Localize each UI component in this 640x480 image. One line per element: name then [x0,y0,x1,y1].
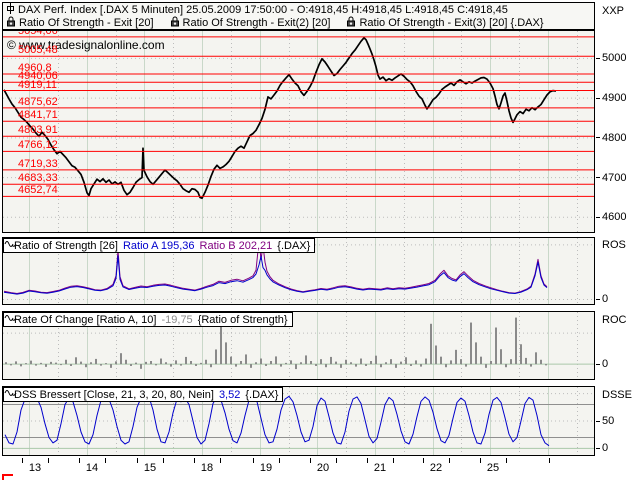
x-axis-tick [279,458,280,463]
chart-header: DAX Perf. Index [.DAX 5 Minuten] 25.05.2… [2,2,595,30]
strategy-item[interactable]: Ratio Of Strength - Exit [20] [6,16,154,29]
price-level-label: 4960,8 [18,61,52,74]
roc-value: -19,75 [161,313,193,326]
strategy-lock-icon [170,16,180,29]
y-axis-label: 0 [596,358,608,370]
ros-legend-name: Ratio of Strength [26] [14,239,118,252]
price-chart-panel: © www.tradesignalonline.com 5054,06 5005,… [2,30,595,233]
roc-legend-name: Rate Of Change [Ratio A, 10] [14,313,157,326]
strategies-row: Ratio Of Strength - Exit [20] Ratio Of S… [3,16,594,29]
strategy-item[interactable]: Ratio Of Strength - Exit(2) [20] [170,16,331,29]
ros-chart-canvas[interactable] [3,238,594,304]
x-axis-label: 20 [316,462,330,474]
x-axis-tick [105,458,106,463]
roc-chart-canvas[interactable] [3,312,594,379]
x-axis-label: 15 [143,462,157,474]
x-axis-tick [393,458,394,463]
ros-legend[interactable]: Ratio of Strength [26] Ratio A 195,36 Ra… [3,238,316,253]
y-axis-label: 4700 [596,172,626,184]
dss-bressert-panel: DSS Bressert [Close, 21, 3, 20, 80, Nein… [2,386,595,456]
rate-of-change-panel: Rate Of Change [Ratio A, 10] -19,75 {Rat… [2,311,595,380]
x-axis-tick [423,458,424,463]
dsse-legend[interactable]: DSS Bressert [Close, 21, 3, 20, 80, Nein… [3,387,284,402]
cropped-red-artifact [2,474,13,480]
x-axis-tick [549,458,550,463]
instrument-title: DAX Perf. Index [.DAX 5 Minuten] 25.05.2… [18,3,508,16]
price-level-label: 4803,91 [18,124,58,137]
x-axis-tick [310,458,311,463]
y-axis-label: 4600 [596,211,626,223]
x-axis-label: 13 [28,462,42,474]
x-axis-tick [449,458,450,463]
strategy-label: Ratio Of Strength - Exit [20] [19,16,154,29]
y-axis-label: 5000 [596,52,626,64]
dsse-value: 3,52 [218,388,241,401]
y-axis-label: 50 [596,415,614,427]
x-axis-tick [480,458,481,463]
strategy-lock-icon [346,16,356,29]
x-axis-tick [163,458,164,463]
roc-legend[interactable]: Rate Of Change [Ratio A, 10] -19,75 {Rat… [3,312,293,327]
ros-ratio-a-value: Ratio A 195,36 [122,239,195,252]
price-level-label: 4719,33 [18,157,58,170]
y-axis-label: 4800 [596,132,626,144]
x-axis-tick [253,458,254,463]
x-axis-tick [22,458,23,463]
price-level-label: 4841,71 [18,109,58,122]
x-axis-label: 19 [259,462,273,474]
watermark: © www.tradesignalonline.com [7,38,165,52]
price-level-label: 4766,12 [18,139,58,152]
price-level-label: 4940,06 [18,70,58,83]
x-axis-label: 25 [486,462,500,474]
price-level-label: 5005,48 [18,44,58,57]
strategy-item[interactable]: Ratio Of Strength - Exit(3) [20] {.DAX} [346,16,544,29]
x-axis-label: 22 [429,462,443,474]
x-axis-tick [506,458,507,463]
price-level-label: 4919,11 [18,78,57,91]
instrument-icon [6,3,15,16]
ros-legend-suffix: {.DAX} [277,239,311,252]
price-level-label: 5054,06 [18,30,58,37]
roc-legend-suffix: {Ratio of Strength} [197,313,288,326]
dsse-legend-suffix: {.DAX} [245,388,279,401]
instrument-row[interactable]: DAX Perf. Index [.DAX 5 Minuten] 25.05.2… [3,3,594,16]
price-level-label: 4652,74 [18,184,58,197]
pane-tag-main: XXP [602,5,625,17]
pane-tag-dsse: DSSE [602,389,632,401]
x-axis-label: 18 [200,462,214,474]
price-level-label: 4875,62 [18,95,58,108]
x-axis-tick [367,458,368,463]
x-axis-tick [336,458,337,463]
x-axis-tick [220,458,221,463]
pane-tag-ros: ROS [602,239,626,251]
price-level-label: 4683,33 [18,172,58,185]
x-axis-tick [194,458,195,463]
y-axis-label: 0 [596,442,608,454]
ros-ratio-b-value: Ratio B 202,21 [199,239,273,252]
strategy-label: Ratio Of Strength - Exit(2) [20] [182,16,331,29]
x-axis-tick [48,458,49,463]
dsse-legend-name: DSS Bressert [Close, 21, 3, 20, 80, Nein… [14,388,214,401]
pane-tag-roc: ROC [602,314,627,326]
y-axis-label: 4900 [596,92,626,104]
y-axis-label: 0 [596,293,608,305]
ratio-of-strength-panel: Ratio of Strength [26] Ratio A 195,36 Ra… [2,237,595,305]
date-x-axis: 13 14 15 18 19 20 21 22 25 [3,457,596,477]
price-chart-canvas[interactable] [3,31,594,232]
strategy-lock-icon [6,16,16,29]
x-axis-label: 14 [85,462,99,474]
strategy-label: Ratio Of Strength - Exit(3) [20] {.DAX} [359,16,544,29]
x-axis-tick [137,458,138,463]
x-axis-tick [79,458,80,463]
x-axis-label: 21 [373,462,387,474]
